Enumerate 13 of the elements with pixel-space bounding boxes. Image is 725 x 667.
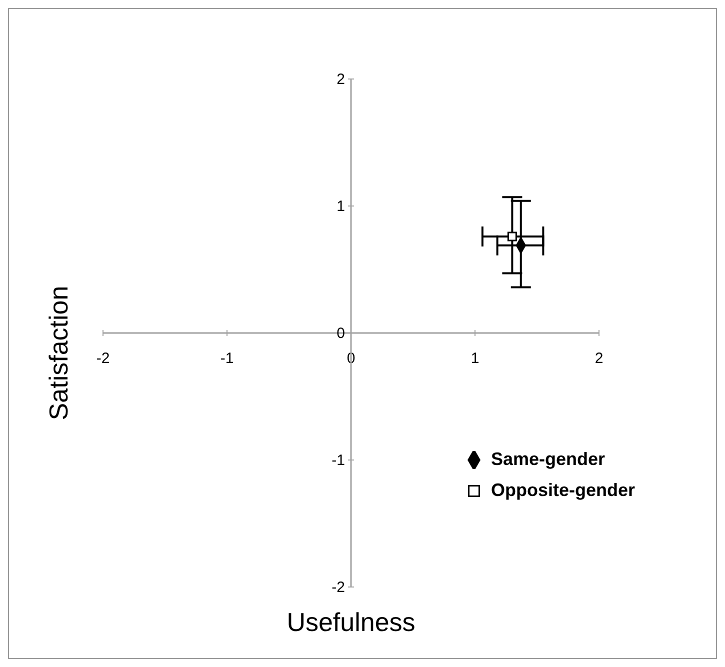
x-axis-title: Usefulness — [286, 607, 416, 638]
y-tick-label: 2 — [336, 71, 345, 88]
x-tick-label: 1 — [470, 350, 480, 367]
y-tick-label: -2 — [332, 579, 345, 596]
legend-label: Opposite-gender — [491, 480, 636, 501]
x-tick-label: -1 — [220, 350, 234, 367]
x-tick-label: -2 — [96, 350, 110, 367]
y-tick-label: -1 — [332, 452, 345, 469]
x-tick-label: 2 — [594, 350, 604, 367]
y-tick-label: 1 — [336, 198, 345, 215]
y-axis-title: Satisfaction — [44, 286, 74, 420]
y-tick-label: 0 — [336, 325, 345, 342]
legend-label: Same-gender — [491, 449, 606, 470]
